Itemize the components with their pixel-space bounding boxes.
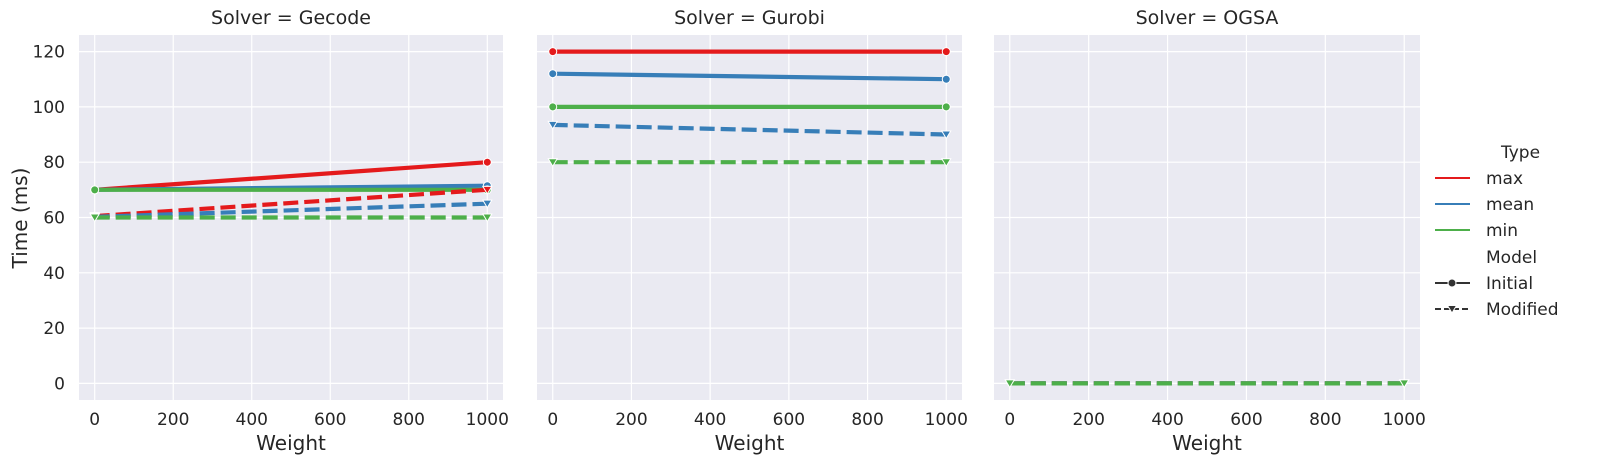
x-tick-label: 400 xyxy=(694,410,726,430)
x-tick-label: 400 xyxy=(236,410,268,430)
legend-entry-modified: Modified xyxy=(1486,300,1559,320)
facet-title: Solver = Gecode xyxy=(211,7,371,29)
legend-entry-mean: mean xyxy=(1486,195,1534,215)
legend-entry-max: max xyxy=(1486,169,1523,189)
data-point-min-initial xyxy=(941,102,951,112)
y-tick-label: 40 xyxy=(43,264,65,284)
legend: Type max mean min Model Initial Modified xyxy=(1435,143,1559,320)
facet-panel-gurobi: 0 200 400 600 800 1000 Solver = Gurobi Weight xyxy=(537,7,968,455)
y-tick-label: 0 xyxy=(54,374,65,394)
y-tick-label: 60 xyxy=(43,209,65,229)
y-tick-label: 120 xyxy=(33,43,65,63)
data-point-mean-modified xyxy=(481,199,493,209)
y-tick-label: 100 xyxy=(33,98,65,118)
data-point-min-modified xyxy=(1398,379,1410,389)
y-tick-label: 80 xyxy=(43,153,65,173)
facet-title: Solver = OGSA xyxy=(1136,7,1279,29)
legend-marker-modified xyxy=(1446,305,1458,314)
data-point-min-initial xyxy=(90,185,100,195)
data-point-max-initial xyxy=(482,157,492,167)
x-tick-label: 800 xyxy=(851,410,883,430)
series-line-mean-initial xyxy=(552,71,947,82)
legend-entry-initial: Initial xyxy=(1486,274,1533,294)
x-tick-label: 200 xyxy=(1072,410,1104,430)
series-line-max-modified xyxy=(94,187,488,219)
data-point-min-modified xyxy=(481,213,493,223)
x-tick-label: 600 xyxy=(773,410,805,430)
data-point-min-modified xyxy=(1004,379,1016,389)
data-point-max-initial xyxy=(548,47,558,57)
x-tick-label: 0 xyxy=(89,410,100,430)
x-axis-label: Weight xyxy=(1172,431,1242,455)
legend-title-model: Model xyxy=(1486,248,1537,268)
x-axis-label: Weight xyxy=(256,431,326,455)
data-point-min-modified xyxy=(547,158,559,168)
facet-panel-ogsa: 0 200 400 600 800 1000 Solver = OGSA Weight xyxy=(994,7,1426,455)
x-tick-label: 800 xyxy=(1309,410,1341,430)
data-point-mean-initial xyxy=(941,74,951,84)
x-tick-label: 1000 xyxy=(925,410,968,430)
data-point-mean-modified xyxy=(547,120,559,130)
data-point-max-initial xyxy=(941,47,951,57)
x-tick-label: 1000 xyxy=(466,410,509,430)
y-tick-label: 20 xyxy=(43,319,65,339)
x-tick-label: 600 xyxy=(314,410,346,430)
x-tick-label: 400 xyxy=(1151,410,1183,430)
legend-marker-initial xyxy=(1447,278,1457,288)
series-line-mean-modified xyxy=(94,201,488,219)
x-tick-label: 800 xyxy=(393,410,425,430)
series-line-max-initial xyxy=(94,160,488,192)
x-tick-label: 0 xyxy=(547,410,558,430)
facet-panel-gecode: 0 200 400 600 800 1000 0 20 40 60 80 100 120 Solver =… xyxy=(33,7,509,455)
facet-title: Solver = Gurobi xyxy=(674,7,825,29)
legend-title-type: Type xyxy=(1500,143,1540,163)
x-tick-label: 600 xyxy=(1230,410,1262,430)
x-tick-label: 200 xyxy=(615,410,647,430)
data-point-min-initial xyxy=(548,102,558,112)
x-tick-label: 1000 xyxy=(1383,410,1426,430)
data-point-mean-modified xyxy=(940,130,952,140)
x-tick-label: 0 xyxy=(1004,410,1015,430)
y-axis-label: Time (ms) xyxy=(8,168,32,270)
series-line-mean-modified xyxy=(552,122,947,137)
data-point-min-modified xyxy=(89,213,101,223)
legend-entry-min: min xyxy=(1486,221,1518,241)
data-point-max-modified xyxy=(481,185,493,195)
x-axis-label: Weight xyxy=(715,431,785,455)
data-point-min-modified xyxy=(940,158,952,168)
data-point-mean-initial xyxy=(548,69,558,79)
x-tick-label: 200 xyxy=(157,410,189,430)
